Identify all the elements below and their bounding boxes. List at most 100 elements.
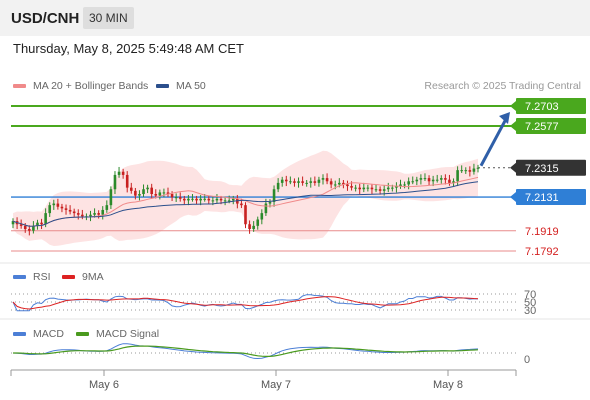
candle-body: [264, 203, 268, 214]
candle-body: [117, 171, 121, 175]
candle-body: [199, 198, 202, 201]
level-tag-bg: [516, 159, 586, 176]
candle-body: [219, 198, 223, 201]
candle-body: [378, 189, 382, 191]
candle-body: [191, 198, 194, 200]
candle-body: [40, 222, 43, 225]
candle-body: [415, 179, 419, 182]
candle-body: [134, 190, 137, 196]
candle-body: [170, 194, 174, 198]
level-tag-arrow: [510, 192, 516, 203]
candle-body: [113, 174, 117, 190]
candle-body: [456, 170, 459, 182]
candle-body: [178, 197, 182, 199]
candle-body: [64, 208, 68, 210]
candle-body: [293, 181, 296, 183]
rsi-level-label: 30: [524, 305, 536, 317]
candle-body: [382, 189, 386, 191]
candle-body: [427, 178, 431, 182]
macd-zero-label: 0: [524, 354, 530, 366]
symbol-title: USD/CNH: [11, 10, 80, 27]
candle-body: [464, 170, 468, 172]
level-tag-bg: [516, 118, 586, 135]
legend-ma20-bollinger: MA 20 + Bollinger Bands: [13, 80, 148, 92]
candle-body: [97, 213, 100, 215]
candle-body: [244, 205, 247, 225]
candle-body: [240, 203, 243, 206]
legend-label: MACD Signal: [96, 328, 160, 340]
candle-body: [350, 186, 353, 188]
legend-rsi: RSI: [13, 271, 51, 283]
legend-swatch: [156, 84, 169, 88]
legend-label: MA 20 + Bollinger Bands: [33, 80, 149, 92]
level-tag-arrow: [510, 101, 516, 111]
candle-body: [297, 181, 300, 183]
candle-body: [305, 182, 308, 184]
candle-body: [362, 187, 366, 190]
candle-body: [36, 222, 39, 226]
candle-body: [142, 189, 145, 195]
projection-arrow-shaft: [479, 118, 508, 167]
candle-body: [325, 178, 329, 182]
candle-body: [280, 179, 284, 183]
candle-body: [154, 194, 158, 196]
candle-body: [358, 187, 362, 190]
candle-body: [227, 200, 231, 202]
legend-label: 9MA: [82, 271, 104, 283]
level-tag-label: 7.2315: [525, 163, 559, 175]
interval-button[interactable]: 30 MIN: [83, 7, 134, 29]
candle-body: [329, 181, 333, 185]
candle-body: [125, 174, 129, 188]
candle-body: [268, 201, 272, 204]
candle-body: [248, 224, 251, 230]
timestamp: Thursday, May 8, 2025 5:49:48 AM CET: [13, 41, 244, 56]
legend-swatch: [62, 275, 75, 279]
x-tick-label: May 7: [261, 379, 291, 391]
candle-body: [403, 184, 406, 186]
candle-body: [252, 225, 255, 230]
candle-body: [174, 197, 178, 199]
candle-body: [129, 187, 133, 191]
candle-body: [444, 178, 447, 180]
candle-body: [11, 221, 15, 225]
legend-label: MA 50: [176, 80, 206, 92]
candle-body: [60, 206, 64, 209]
candle-body: [342, 182, 345, 185]
macd-signal-line: [13, 345, 479, 357]
candle-body: [476, 167, 480, 169]
level-tag-label: 7.1919: [525, 226, 559, 238]
candle-body: [272, 189, 276, 202]
candle-body: [162, 192, 166, 194]
candle-body: [354, 187, 357, 189]
candle-body: [317, 179, 321, 183]
candle-body: [215, 198, 219, 201]
legend-macd: MACD: [13, 328, 64, 340]
rsi-line: [12, 294, 479, 312]
candle-body: [346, 184, 349, 187]
candle-body: [19, 224, 23, 226]
legend-swatch: [76, 332, 89, 336]
candle-body: [423, 178, 427, 180]
candle-body: [187, 198, 190, 201]
candle-body: [211, 200, 215, 202]
candle-body: [431, 179, 435, 182]
candle-body: [468, 170, 472, 172]
candle-body: [207, 198, 211, 201]
legend-label: RSI: [33, 271, 51, 283]
candle-body: [256, 219, 260, 226]
ma50-line: [12, 181, 479, 227]
candle-body: [260, 213, 264, 220]
candle-body: [32, 225, 35, 231]
x-tick-label: May 6: [89, 379, 119, 391]
candle-body: [223, 200, 227, 202]
x-tick-label: May 8: [433, 379, 463, 391]
candle-body: [321, 178, 325, 180]
level-tag-label: 7.2577: [525, 121, 559, 133]
candle-body: [399, 184, 402, 187]
candle-body: [370, 187, 374, 190]
candle-body: [48, 205, 52, 214]
candle-body: [105, 205, 109, 210]
candle-body: [289, 181, 292, 183]
legend-swatch: [13, 275, 26, 279]
